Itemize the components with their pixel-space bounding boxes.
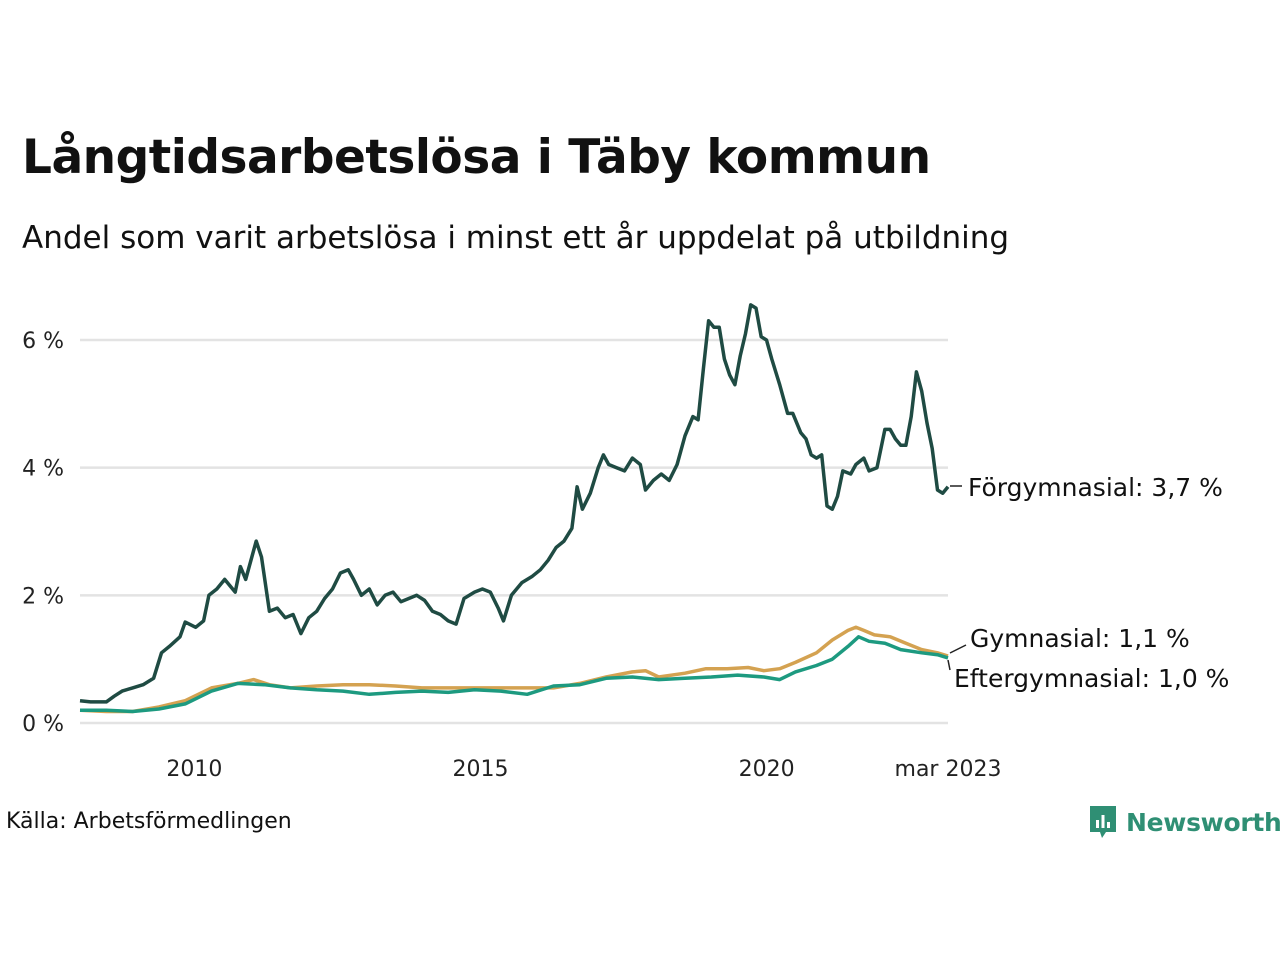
brand-logo: Newsworthy [1088,804,1280,840]
series-line-eftergymnasial [80,635,949,714]
label-leader-line [947,659,951,671]
series-line-gymnasial [79,625,949,714]
x-tick-label: mar 2023 [895,757,1002,782]
y-tick-label: 6 % [22,329,64,354]
y-tick-label: 2 % [22,584,64,609]
chart-subtitle: Andel som varit arbetslösa i minst ett å… [22,220,1010,256]
y-axis-ticks: 0 % 2 % 4 % 6 % [22,329,64,737]
gridlines [80,338,948,725]
series-end-label: Gymnasial: 1,1 % [970,624,1190,653]
source-note: Källa: Arbetsförmedlingen [6,809,292,834]
series-lines [79,303,950,714]
chart-title: Långtidsarbetslösa i Täby kommun [22,130,931,185]
x-tick-label: 2010 [166,757,222,782]
x-axis-ticks: 2010 2015 2020 mar 2023 [166,757,1001,782]
y-tick-label: 4 % [22,457,64,482]
x-tick-label: 2020 [739,757,795,782]
newsworthy-logo-icon [1090,806,1116,838]
series-end-label: Förgymnasial: 3,7 % [968,473,1223,502]
y-tick-label: 0 % [22,712,64,737]
series-end-labels: Förgymnasial: 3,7 % Gymnasial: 1,1 % Efter… [947,473,1229,693]
brand-name: Newsworthy [1126,807,1280,837]
line-chart: 0 % 2 % 4 % 6 % 2010 2015 2020 mar 2023 Förgym… [22,303,1229,782]
x-tick-label: 2015 [453,757,509,782]
series-end-label: Eftergymnasial: 1,0 % [954,664,1229,693]
label-leader-line [949,644,967,654]
series-line-förgymnasial [79,303,950,704]
